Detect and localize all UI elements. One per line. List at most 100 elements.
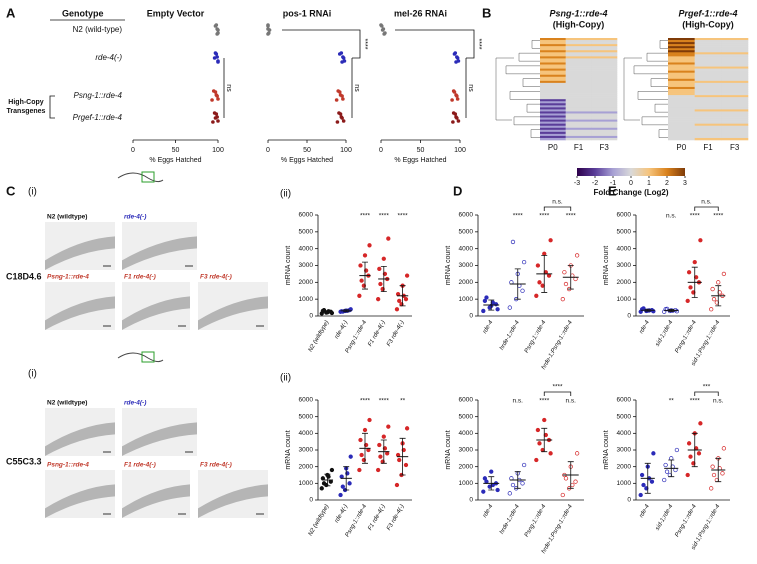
heatmap-cell: [591, 133, 618, 137]
heatmap-cell: [721, 95, 749, 98]
sig-bracket: [694, 391, 719, 396]
heatmap-cell: [565, 40, 592, 43]
heatmap-cell: [668, 46, 695, 49]
heatmap-cell: [591, 121, 618, 124]
data-point: [380, 28, 385, 32]
heatmap-cell: [565, 121, 592, 124]
sublabel: (ii): [280, 189, 291, 200]
row-label: Psng-1::rde-4: [74, 91, 123, 100]
data-point: [338, 112, 343, 116]
heatmap-cell: [565, 52, 592, 55]
sd-bar: [541, 427, 548, 453]
micrograph-worm: [45, 484, 115, 518]
x-tick-label: Psng-1::rde-4: [674, 319, 698, 354]
panel-letter: A: [6, 5, 16, 20]
data-point: [574, 451, 580, 456]
heatmap-cell: [565, 86, 592, 90]
heatmap-cell: [565, 103, 592, 106]
data-point: [321, 307, 327, 313]
heatmap-cell: [540, 48, 566, 51]
data-point: [721, 271, 727, 277]
heatmap-cell: [565, 76, 592, 80]
data-point: [664, 469, 670, 474]
data-point: [548, 451, 553, 456]
heatmap-cell: [694, 78, 722, 82]
dendrogram: [509, 91, 540, 100]
data-point: [692, 259, 697, 265]
data-point: [337, 90, 342, 94]
heatmap-cell: [591, 115, 618, 118]
heatmap-cell: [721, 93, 749, 96]
heatmap-cell: [591, 117, 618, 120]
data-point: [378, 454, 383, 459]
image-label: rde-4(-): [124, 400, 146, 407]
heatmap-cell: [694, 89, 722, 92]
sig-label: n.s.: [552, 199, 563, 206]
data-point: [267, 28, 272, 32]
heatmap-cell: [668, 95, 695, 98]
x-tick-label: rde-4: [639, 503, 652, 519]
heatmap-cell: [565, 117, 592, 120]
data-point: [216, 97, 220, 101]
heatmap-cell: [591, 42, 618, 45]
sig-label: n.s.: [513, 398, 524, 405]
micrograph-worm: [122, 422, 197, 456]
data-point: [266, 32, 270, 36]
heatmap-cell: [565, 56, 592, 59]
data-point: [520, 288, 525, 293]
data-point: [489, 469, 494, 474]
heatmap-cell: [694, 107, 722, 110]
heatmap-cell: [668, 93, 695, 96]
data-point: [537, 441, 542, 446]
heatmap-cell: [694, 58, 722, 61]
heatmap-cell: [591, 93, 618, 96]
data-point: [347, 481, 352, 486]
heatmap-cell: [591, 46, 618, 49]
heatmap-title: Prgef-1::rde-4: [678, 8, 737, 18]
y-tick-label: 3000: [459, 262, 474, 269]
heatmap-cell: [721, 105, 749, 108]
heatmap-cell: [668, 82, 695, 86]
data-point: [376, 297, 381, 302]
data-point: [686, 441, 692, 446]
colorbar-tick-label: -1: [610, 180, 616, 187]
data-point: [639, 472, 645, 478]
panel-letter: E: [608, 183, 617, 198]
heatmap-cell: [694, 99, 722, 102]
heatmap-cell: [721, 137, 749, 141]
data-point: [455, 97, 460, 101]
heatmap-cell: [591, 62, 618, 65]
data-point: [216, 119, 220, 123]
heatmap-cell: [591, 109, 618, 112]
heatmap-cell: [540, 111, 566, 114]
sig-label: ****: [513, 213, 524, 220]
colorbar-tick-label: 0: [629, 180, 633, 187]
data-point: [720, 471, 725, 476]
micrograph-worm: [45, 236, 115, 270]
y-tick-label: 6000: [459, 397, 474, 404]
heatmap-cell: [591, 50, 618, 53]
sd-bar: [362, 432, 368, 464]
panel-letter: C: [6, 183, 16, 198]
data-point: [362, 427, 368, 433]
heatmap-cell: [668, 66, 695, 69]
micrograph-worm: [122, 296, 190, 330]
heatmap-cell: [591, 99, 618, 102]
heatmap-cell: [565, 50, 592, 53]
column-label: F3: [730, 143, 740, 152]
heatmap-cell: [540, 97, 566, 100]
colorbar-label: Fold Change (Log2): [593, 188, 668, 197]
heatmap-cell: [668, 48, 695, 51]
sig-label: ***: [703, 384, 711, 391]
heatmap-cell: [721, 107, 749, 110]
data-point: [638, 492, 643, 498]
heatmap-cell: [668, 89, 695, 92]
heatmap-cell: [694, 86, 722, 90]
data-point: [698, 421, 703, 426]
heatmap-cell: [668, 123, 695, 127]
x-axis-label: % Eggs Hatched: [149, 157, 201, 164]
heatmap-cell: [591, 40, 618, 43]
sd-bar: [668, 309, 675, 312]
heatmap-cell: [694, 123, 722, 127]
y-tick-label: 0: [309, 313, 313, 320]
